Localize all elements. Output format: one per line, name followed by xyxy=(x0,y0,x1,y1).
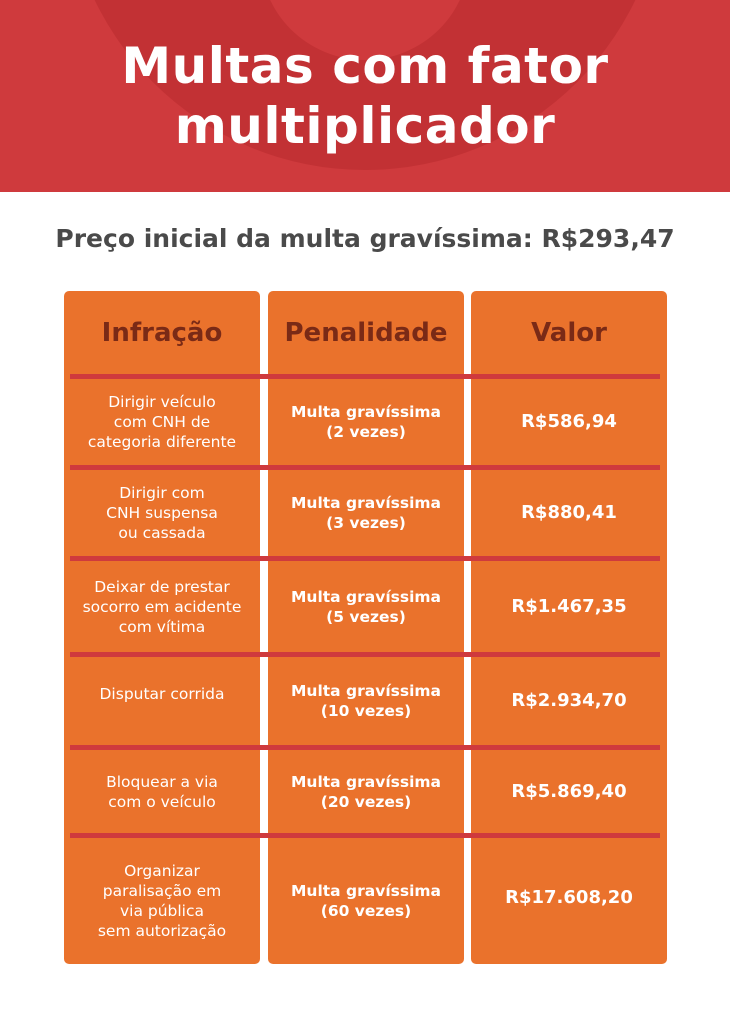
penalidade-text: Multa gravíssima (2 vezes) xyxy=(290,403,442,441)
table-row-6-valor: R$17.608,20 xyxy=(471,838,667,958)
column-header-penalidade: Penalidade xyxy=(284,318,448,348)
row-separator xyxy=(70,465,660,470)
penalidade-text: Multa gravíssima (5 vezes) xyxy=(290,587,442,626)
infracao-text: Deixar de prestar socorro em acidente co… xyxy=(82,577,242,636)
table-row-5-infracao: Bloquear a via com o veículo xyxy=(64,750,260,833)
table-row-3-penalidade: Multa gravíssima (5 vezes) xyxy=(268,561,464,652)
row-separator xyxy=(70,374,660,379)
table-row-2-infracao: Dirigir com CNH suspensa ou cassada xyxy=(64,470,260,556)
valor-text: R$1.467,35 xyxy=(511,595,627,617)
infracao-text: Bloquear a via com o veículo xyxy=(106,772,218,811)
valor-text: R$5.869,40 xyxy=(511,780,627,802)
initial-price-subtitle: Preço inicial da multa gravíssima: R$293… xyxy=(55,224,675,253)
table-row-6-infracao: Organizar paralisação em via pública sem… xyxy=(64,838,260,964)
table-row-4-valor: R$2.934,70 xyxy=(471,657,667,745)
table-row-2-penalidade: Multa gravíssima (3 vezes) xyxy=(268,470,464,556)
valor-text: R$880,41 xyxy=(521,502,617,523)
penalidade-text: Multa gravíssima (3 vezes) xyxy=(290,494,442,532)
table-row-5-penalidade: Multa gravíssima (20 vezes) xyxy=(268,750,464,833)
valor-text: R$17.608,20 xyxy=(505,887,633,908)
title-line-1: Multas com fator xyxy=(121,37,609,95)
column-infracao: Infração xyxy=(64,291,260,964)
infracao-text: Organizar paralisação em via pública sem… xyxy=(97,862,227,940)
header-banner: Multas com fator multiplicador xyxy=(0,0,730,192)
table-row-1-penalidade: Multa gravíssima (2 vezes) xyxy=(268,379,464,465)
row-separator xyxy=(70,833,660,838)
valor-text: R$586,94 xyxy=(521,411,617,432)
infracao-text: Dirigir com CNH suspensa ou cassada xyxy=(106,484,218,542)
table-row-5-valor: R$5.869,40 xyxy=(471,750,667,833)
row-separator xyxy=(70,556,660,561)
table-row-4-penalidade: Multa gravíssima (10 vezes) xyxy=(268,657,464,745)
infracao-text: Dirigir veículo com CNH de categoria dif… xyxy=(87,393,237,451)
column-header-infracao: Infração xyxy=(101,318,223,348)
table-row-3-valor: R$1.467,35 xyxy=(471,561,667,652)
table-row-1-valor: R$586,94 xyxy=(471,379,667,465)
page-title: Multas com fator multiplicador xyxy=(0,36,730,156)
column-header-valor: Valor xyxy=(531,318,607,348)
table-row-6-penalidade: Multa gravíssima (60 vezes) xyxy=(268,838,464,964)
penalidade-text: Multa gravíssima (20 vezes) xyxy=(290,772,442,811)
row-separator xyxy=(70,745,660,750)
table-row-2-valor: R$880,41 xyxy=(471,470,667,556)
table-row-4-infracao: Disputar corrida xyxy=(64,657,260,735)
column-valor: Valor xyxy=(471,291,667,964)
title-line-2: multiplicador xyxy=(174,97,556,155)
valor-text: R$2.934,70 xyxy=(511,690,627,711)
column-penalidade: Penalidade xyxy=(268,291,464,964)
row-separator xyxy=(70,652,660,657)
table-row-1-infracao: Dirigir veículo com CNH de categoria dif… xyxy=(64,379,260,465)
infracao-text: Disputar corrida xyxy=(99,685,225,703)
penalidade-text: Multa gravíssima (60 vezes) xyxy=(290,882,442,920)
penalidade-text: Multa gravíssima (10 vezes) xyxy=(290,682,442,720)
table-row-3-infracao: Deixar de prestar socorro em acidente co… xyxy=(64,561,260,652)
